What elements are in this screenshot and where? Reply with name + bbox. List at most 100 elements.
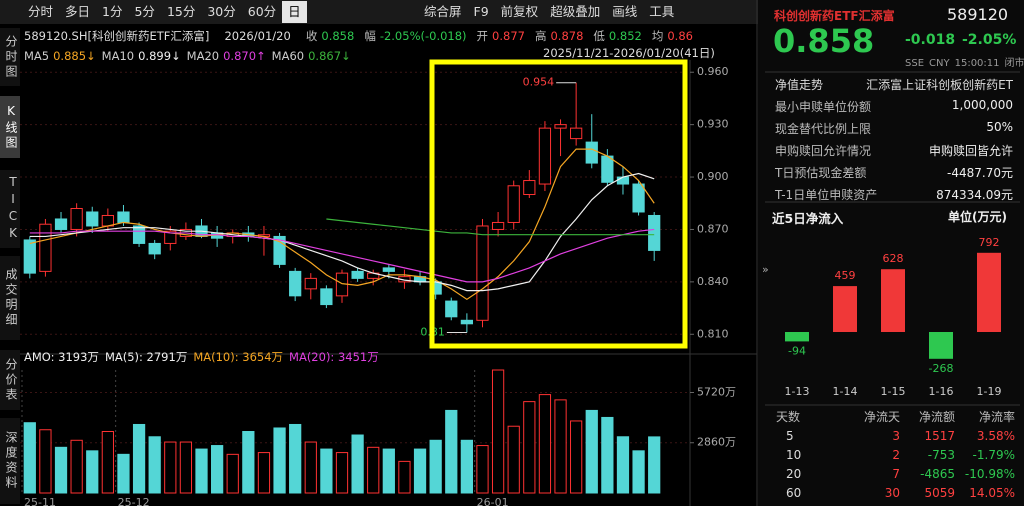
inflow-category: 1-14 — [833, 385, 858, 398]
period-tab[interactable]: 日 — [282, 1, 307, 23]
period-bar: 分时 多日 1分 5分 15分 30分 60分日 — [22, 1, 307, 23]
volume-bar — [351, 434, 364, 494]
candle-body — [164, 230, 177, 244]
period-tab[interactable]: 多日 — [65, 4, 91, 19]
tool-button[interactable]: F9 — [473, 4, 489, 19]
volume-bar — [132, 423, 146, 494]
ma-line — [29, 172, 655, 292]
tool-button[interactable]: 前复权 — [500, 4, 539, 19]
table-cell: 60 — [786, 486, 802, 500]
period-tab[interactable]: 1分 — [102, 4, 123, 19]
info-value: 申购赎回皆允许 — [928, 144, 1013, 158]
candle-body — [491, 221, 505, 230]
volume-bar — [320, 448, 333, 494]
inflow-label: -268 — [929, 362, 954, 375]
fund-code: 589120 — [947, 5, 1009, 24]
side-tab[interactable]: K线图 — [0, 96, 20, 158]
volume-bar — [523, 401, 536, 494]
table-cell: 20 — [786, 467, 802, 481]
tool-button[interactable]: 画线 — [612, 4, 638, 19]
table-cell: -10.98% — [964, 467, 1015, 481]
side-tab[interactable]: 分价表 — [0, 350, 20, 410]
period-tab[interactable]: 分时 — [28, 4, 54, 19]
volume-bar — [398, 460, 411, 494]
table-cell: 30 — [884, 486, 900, 500]
table-cell: 5 — [786, 429, 794, 443]
volume-bar — [179, 441, 193, 494]
ma-value: 0.867↓ — [308, 49, 351, 63]
volume-bar — [289, 423, 302, 494]
volume-bar — [211, 445, 224, 494]
period-tab[interactable]: 30分 — [207, 4, 236, 19]
info-row: T-1日单位申赎资产 874334.09元 — [775, 186, 1013, 203]
volume-bar — [257, 452, 271, 494]
nav-name: 汇添富上证科创板创新药ET — [866, 78, 1013, 92]
field-value: 0.858 — [321, 29, 355, 43]
candle-body — [320, 288, 333, 306]
table-cell: 7 — [892, 467, 900, 481]
candle-body — [23, 239, 36, 274]
volume-bar — [164, 441, 177, 494]
volume-legend-item: MA(10): 3654万 — [193, 350, 284, 364]
change: -0.018 — [905, 32, 956, 48]
volume-bar — [616, 436, 630, 494]
inflow-category: 1-16 — [929, 385, 954, 398]
meta-item: CNY — [929, 58, 950, 69]
period-tab[interactable]: 15分 — [166, 4, 196, 19]
flow-unit: 单位(万元) — [948, 210, 1007, 224]
candle-body — [632, 183, 645, 213]
candle-body — [616, 176, 630, 185]
inflow-label: 459 — [835, 269, 856, 282]
volume-legend-item: AMO: 3193万 — [24, 350, 99, 364]
field-value: 0.878 — [550, 29, 584, 43]
collapse-icon[interactable]: » — [762, 263, 769, 276]
tool-button[interactable]: 工具 — [649, 4, 675, 19]
ma-name: MA10 — [101, 49, 135, 63]
side-tab[interactable]: 深度资料 — [0, 418, 20, 504]
y-tick-label: 5720万 — [697, 385, 736, 398]
side-tab[interactable]: 分时图 — [0, 28, 20, 86]
tool-button[interactable]: 综合屏 — [424, 4, 462, 19]
volume-bar — [101, 431, 114, 494]
table-cell: 1517 — [924, 429, 955, 443]
candle-body — [585, 141, 598, 164]
nav-label[interactable]: 净值走势 — [775, 78, 824, 92]
field-value: 0.877 — [492, 29, 525, 43]
table-header: 净流率 — [978, 410, 1015, 424]
y-tick-label: 0.900 — [697, 170, 729, 183]
volume-bar — [86, 450, 99, 494]
volume-legend: AMO: 3193万 MA(5): 2791万 MA(10): 3654万 MA(20… — [24, 346, 385, 365]
inflow-label: 792 — [979, 236, 1000, 249]
y-tick-label: 2860万 — [697, 436, 736, 449]
change-pct: -2.05% — [962, 32, 1017, 48]
candle-body — [304, 277, 317, 290]
candle-body — [538, 127, 552, 185]
candle-body — [101, 214, 114, 227]
tool-button[interactable]: 超级叠加 — [550, 4, 601, 19]
field-label: 高 — [534, 29, 547, 43]
info-label: T日预估现金差额 — [775, 166, 867, 180]
inflow-category: 1-19 — [977, 385, 1002, 398]
info-label: T-1日单位申赎资产 — [775, 188, 878, 202]
volume-bar — [585, 409, 598, 494]
side-tab[interactable]: TICK — [0, 170, 20, 248]
volume-bar — [601, 416, 614, 494]
field-value: -2.05%(-0.018) — [379, 29, 467, 43]
period-tab[interactable]: 5分 — [134, 4, 155, 19]
side-tab[interactable]: 成交明细 — [0, 256, 20, 340]
period-tab[interactable]: 60分 — [247, 4, 277, 19]
volume-bar — [507, 425, 520, 494]
volume-bar — [70, 439, 83, 494]
x-tick-label: 26-01 — [477, 496, 509, 506]
fields: 收 0.858 幅 -2.05%(-0.018) 开 0.877 高 0.878 低 0.852 均… — [300, 29, 697, 43]
fund-name: 科创创新药ETF汇添富 — [774, 9, 895, 23]
candle-body — [445, 300, 458, 318]
ma-name: MA60 — [271, 49, 305, 63]
symbol: 589120.SH[科创创新药ETF汇添富] — [24, 29, 210, 43]
table-header: 净流天 — [863, 410, 900, 424]
info-value: 874334.09元 — [936, 188, 1013, 202]
field-value: 0.852 — [608, 29, 642, 43]
volume-bar — [538, 394, 552, 494]
inflow-category: 1-13 — [785, 385, 810, 398]
